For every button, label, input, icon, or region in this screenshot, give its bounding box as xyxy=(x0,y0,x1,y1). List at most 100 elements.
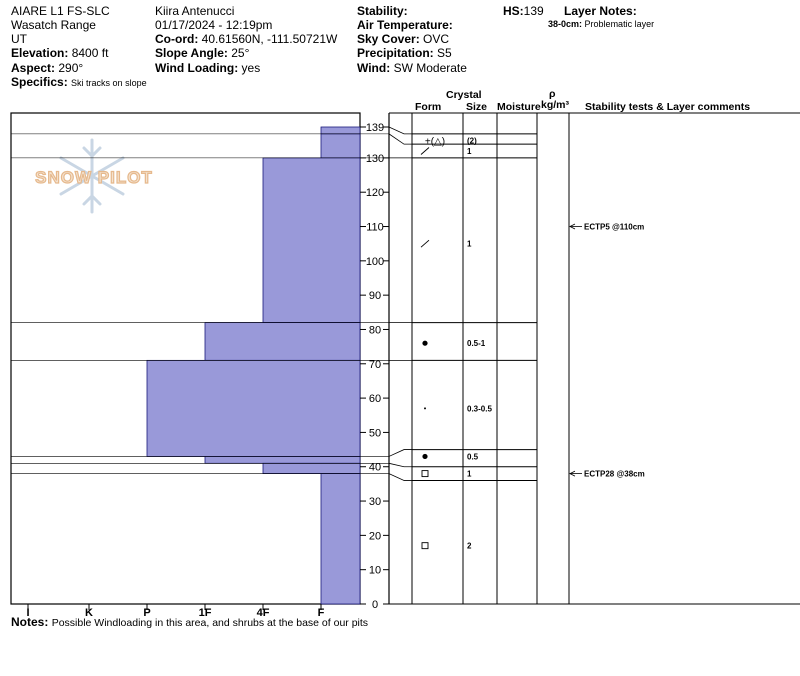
precipitation: Precipitation: S5 xyxy=(357,46,452,60)
height-tick-label: 30 xyxy=(369,496,381,508)
layer-connector xyxy=(388,126,412,135)
sky-value: OVC xyxy=(423,32,450,46)
stability-test-label: ECTP28 @38cm xyxy=(584,470,645,479)
mountain-range: Wasatch Range xyxy=(11,18,96,32)
hardness-bar xyxy=(320,473,361,605)
arrow-head-icon xyxy=(569,223,576,230)
wind: Wind: SW Moderate xyxy=(357,61,467,75)
slope-label: Slope Angle: xyxy=(155,46,228,60)
coord-label: Co-ord: xyxy=(155,32,199,46)
height-tick-label: 80 xyxy=(369,324,381,336)
state: UT xyxy=(11,32,27,46)
precip-label: Precipitation: xyxy=(357,46,434,60)
layer-note-text: Problematic layer xyxy=(584,19,655,29)
height-tick-label: 40 xyxy=(369,462,381,474)
height-tick-label: 90 xyxy=(369,290,381,302)
height-tick-label: 0 xyxy=(372,599,378,611)
arrow-head-icon xyxy=(569,470,576,477)
form-header: Form xyxy=(415,101,442,113)
hardness-tick-label: K xyxy=(85,607,93,619)
faceted-crystal-icon xyxy=(421,470,429,478)
crystal-size: 1 xyxy=(467,470,472,479)
layer-notes-label: Layer Notes: xyxy=(564,4,637,18)
height-tick-label: 100 xyxy=(366,256,384,268)
snowflake-icon xyxy=(59,138,125,214)
course-title: AIARE L1 FS-SLC xyxy=(11,4,110,18)
wind-value: SW Moderate xyxy=(393,61,467,75)
layer-note-range: 38-0cm: xyxy=(548,19,583,29)
height-tick-label: 130 xyxy=(366,153,384,165)
height-tick-label: 139 xyxy=(366,122,384,134)
coord-value: 40.61560N, -111.50721W xyxy=(201,32,338,46)
aspect-value: 290° xyxy=(58,61,84,75)
height-tick-label: 120 xyxy=(366,187,384,199)
crystal-size: 0.5 xyxy=(467,452,479,461)
slope-angle: Slope Angle: 25° xyxy=(155,46,249,60)
specifics: Specifics: Ski tracks on slope xyxy=(11,75,147,89)
hs-value: 139 xyxy=(523,4,544,18)
wind-loading-value: yes xyxy=(241,61,261,75)
height-tick-label: 10 xyxy=(369,565,381,577)
observation-datetime: 01/17/2024 - 12:19pm xyxy=(155,18,273,32)
notes: Notes: Possible Windloading in this area… xyxy=(11,615,368,630)
rho-header: ρ xyxy=(549,88,556,100)
decomposing-particle-icon xyxy=(420,147,430,155)
hardness-bar xyxy=(146,359,361,457)
aspect-label: Aspect: xyxy=(11,61,56,75)
notes-text: Possible Windloading in this area, and s… xyxy=(51,617,369,629)
hardness-chart: I K P 1F 4F F xyxy=(10,112,361,619)
layer-connector xyxy=(388,473,412,481)
comments-header: Stability tests & Layer comments xyxy=(585,101,751,113)
faceted-crystal-icon xyxy=(421,542,429,550)
height-tick-label: 110 xyxy=(366,222,384,234)
coordinates: Co-ord: 40.61560N, -111.50721W xyxy=(155,32,337,46)
new-snow-crystal-icon: +(△) xyxy=(425,137,445,148)
logo-text: SNOW PILOT xyxy=(35,168,153,187)
layer-connector xyxy=(388,449,412,457)
crystal-size: 0.5-1 xyxy=(467,339,486,348)
snowpilot-logo: SNOW PILOT xyxy=(35,138,153,214)
wind-loading: Wind Loading: yes xyxy=(155,61,260,75)
elevation: Elevation: 8400 ft xyxy=(11,46,108,60)
hardness-bar xyxy=(320,133,361,159)
density-unit-header: kg/m³ xyxy=(541,99,570,111)
hardness-tick-label: 4F xyxy=(257,607,270,619)
hs-label: HS: xyxy=(503,4,524,18)
size-header: Size xyxy=(466,101,488,113)
height-tick-label: 60 xyxy=(369,393,381,405)
elevation-label: Elevation: xyxy=(11,46,69,60)
slope-value: 25° xyxy=(231,46,250,60)
specifics-value: Ski tracks on slope xyxy=(71,78,147,88)
crystal-size: 1 xyxy=(467,147,472,156)
hardness-bar xyxy=(204,322,361,361)
precip-value: S5 xyxy=(437,46,452,60)
height-tick-label: 50 xyxy=(369,427,381,439)
air-temp-label: Air Temperature: xyxy=(357,18,453,32)
height-tick-label: 70 xyxy=(369,359,381,371)
rounded-grain-icon xyxy=(422,340,428,346)
snow-height: HS:139 xyxy=(503,4,544,18)
rounded-grain-icon xyxy=(422,453,428,460)
hardness-tick-label: 1F xyxy=(199,607,212,619)
notes-label: Notes: xyxy=(11,615,49,629)
stability-test-label: ECTP5 @110cm xyxy=(584,223,644,232)
aspect: Aspect: 290° xyxy=(11,61,83,75)
sky-label: Sky Cover: xyxy=(357,32,420,46)
layer-connector xyxy=(388,133,412,145)
crystal-size: (2) xyxy=(467,137,477,146)
wind-label: Wind: xyxy=(357,61,391,75)
height-axis: 0 10 20 30 40 50 60 70 80 90 100 110 120 130 139 xyxy=(360,122,389,611)
layer-note: 38-0cm: Problematic layer xyxy=(548,19,654,30)
crystal-size: 0.3-0.5 xyxy=(467,404,492,413)
height-tick-label: 20 xyxy=(369,530,381,542)
hardness-bar xyxy=(262,462,361,474)
hardness-tick-label: I xyxy=(26,607,29,619)
crystal-size: 2 xyxy=(467,542,472,551)
elevation-value: 8400 ft xyxy=(71,46,109,60)
hardness-bar xyxy=(320,126,361,135)
wind-loading-label: Wind Loading: xyxy=(155,61,239,75)
small-rounded-grain-icon xyxy=(424,407,426,410)
hardness-tick-label: P xyxy=(143,607,150,619)
observer-name: Kiira Antenucci xyxy=(155,4,235,18)
